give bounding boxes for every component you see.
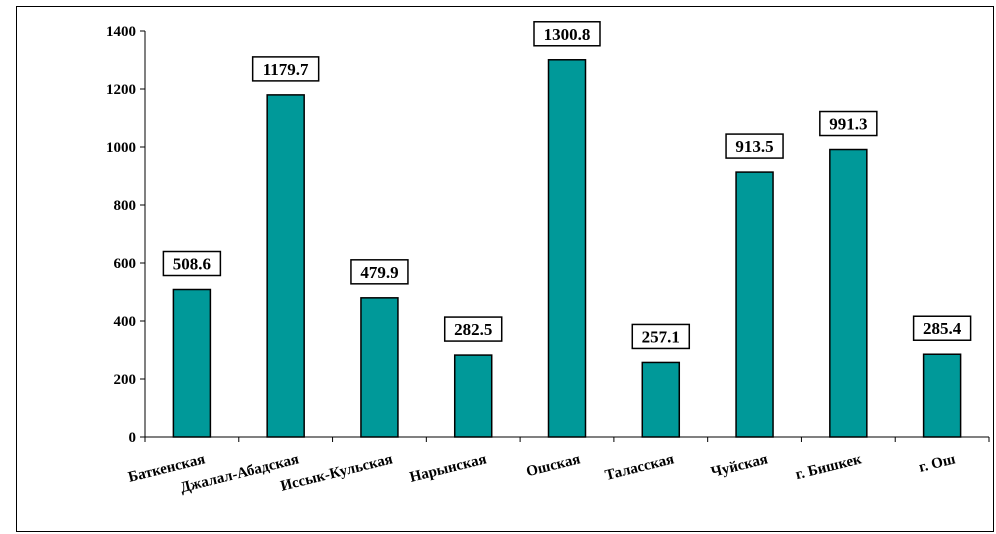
data-label-text: 991.3 bbox=[829, 115, 867, 134]
x-category-label: Нарынская bbox=[408, 451, 488, 486]
y-tick-label: 1200 bbox=[106, 82, 136, 98]
data-label-box bbox=[725, 133, 784, 159]
data-label: 257.1 bbox=[631, 323, 691, 350]
bar bbox=[641, 361, 681, 438]
bar bbox=[453, 354, 493, 438]
data-label-text: 257.1 bbox=[642, 327, 680, 346]
bar bbox=[266, 94, 305, 438]
bar-chart: 0 200 400 600 800 1000 1200 1400 508.6 1179.7 479… bbox=[106, 21, 990, 496]
data-label-box bbox=[162, 250, 222, 277]
bar bbox=[172, 288, 212, 438]
x-category-label: Ошская bbox=[525, 451, 582, 480]
data-label: 282.5 bbox=[443, 316, 503, 342]
x-category-label: Таласская bbox=[603, 451, 675, 484]
value-labels: 508.6 1179.7 479.9 282.5 1300.8 257.1 913.5 991… bbox=[162, 21, 972, 350]
bar bbox=[735, 171, 774, 438]
data-label-text: 282.5 bbox=[454, 320, 492, 339]
data-label: 913.5 bbox=[725, 133, 784, 159]
data-label-box bbox=[631, 323, 691, 350]
y-tick-label: 1000 bbox=[106, 140, 136, 156]
y-tick-label: 400 bbox=[114, 314, 137, 330]
data-label: 508.6 bbox=[162, 250, 222, 277]
y-tick-label: 200 bbox=[114, 372, 137, 388]
data-label: 1300.8 bbox=[533, 21, 601, 47]
data-label-box bbox=[912, 315, 972, 341]
data-label: 285.4 bbox=[912, 315, 972, 341]
data-label: 479.9 bbox=[350, 259, 409, 285]
data-label-text: 508.6 bbox=[173, 255, 211, 274]
bar bbox=[547, 59, 587, 438]
data-label-text: 1179.7 bbox=[263, 60, 309, 79]
bar bbox=[829, 148, 868, 438]
x-category-label: Чуйская bbox=[710, 451, 770, 481]
data-label-text: 479.9 bbox=[360, 263, 398, 282]
data-label-box bbox=[533, 21, 601, 47]
data-label-text: 913.5 bbox=[735, 137, 773, 156]
x-category-label: г. Ош bbox=[917, 451, 957, 476]
bar bbox=[922, 353, 962, 438]
y-axis-ticks: 0 200 400 600 800 1000 1200 1400 bbox=[106, 24, 145, 446]
x-category-label: г. Бишкек bbox=[794, 451, 864, 483]
data-label-text: 1300.8 bbox=[544, 25, 591, 44]
y-tick-label: 0 bbox=[129, 430, 137, 446]
y-tick-label: 600 bbox=[114, 256, 137, 272]
data-label-text: 285.4 bbox=[923, 319, 962, 338]
bar bbox=[360, 297, 399, 438]
data-label-box bbox=[350, 259, 409, 285]
data-label: 991.3 bbox=[819, 110, 878, 137]
data-label: 1179.7 bbox=[251, 56, 320, 82]
chart-frame: 0 200 400 600 800 1000 1200 1400 508.6 1179.7 479… bbox=[16, 6, 994, 532]
data-label-box bbox=[443, 316, 503, 342]
y-tick-label: 1400 bbox=[106, 24, 136, 40]
data-label-box bbox=[819, 110, 878, 137]
y-tick-label: 800 bbox=[114, 198, 137, 214]
data-label-box bbox=[251, 56, 320, 82]
bars bbox=[172, 59, 962, 438]
